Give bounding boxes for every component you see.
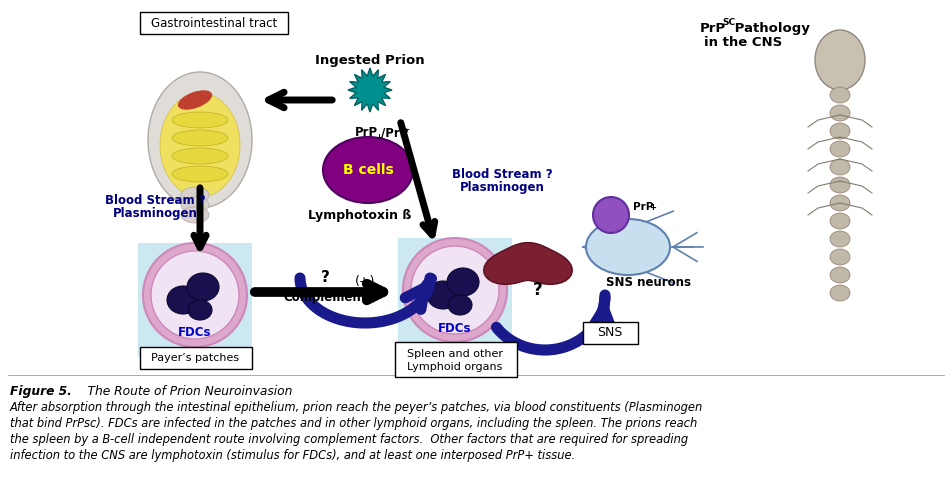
Ellipse shape — [181, 207, 209, 223]
Text: +: + — [375, 133, 382, 142]
Ellipse shape — [187, 273, 219, 301]
Ellipse shape — [148, 72, 252, 208]
Text: Payer’s patches: Payer’s patches — [151, 353, 239, 363]
Text: (+): (+) — [355, 274, 375, 288]
Ellipse shape — [188, 300, 212, 320]
Ellipse shape — [586, 219, 670, 275]
Text: +: + — [649, 203, 656, 212]
Text: the spleen by a B-cell independent route involving complement factors.  Other fa: the spleen by a B-cell independent route… — [10, 433, 688, 446]
Text: Plasminogen: Plasminogen — [460, 182, 545, 194]
Bar — [138, 243, 252, 357]
Text: Ingested Prion: Ingested Prion — [315, 54, 425, 66]
Ellipse shape — [403, 238, 507, 342]
Text: SNS neurons: SNS neurons — [605, 275, 690, 289]
Text: Spleen and other: Spleen and other — [407, 349, 503, 359]
Ellipse shape — [830, 141, 850, 157]
Text: Gastrointestinal tract: Gastrointestinal tract — [150, 17, 277, 29]
Ellipse shape — [815, 30, 865, 90]
Bar — [395, 342, 517, 377]
Ellipse shape — [448, 295, 472, 315]
Ellipse shape — [830, 267, 850, 283]
Text: Lymphoid organs: Lymphoid organs — [407, 362, 503, 372]
Text: PrP: PrP — [633, 202, 653, 212]
Ellipse shape — [160, 93, 240, 197]
Ellipse shape — [181, 187, 209, 203]
Text: SC: SC — [722, 18, 735, 27]
Text: that bind PrPsc). FDCs are infected in the patches and in other lymphoid organs,: that bind PrPsc). FDCs are infected in t… — [10, 417, 697, 430]
Ellipse shape — [411, 246, 499, 334]
Ellipse shape — [172, 166, 228, 182]
Text: ⁻: ⁻ — [403, 127, 409, 139]
Text: Pathology: Pathology — [730, 22, 810, 35]
Ellipse shape — [593, 197, 629, 233]
Text: /PrP: /PrP — [381, 127, 408, 139]
Ellipse shape — [830, 195, 850, 211]
Text: Complement: Complement — [284, 291, 367, 303]
Text: ?: ? — [533, 281, 543, 299]
Ellipse shape — [172, 148, 228, 164]
Ellipse shape — [178, 90, 212, 109]
Ellipse shape — [830, 123, 850, 139]
Ellipse shape — [830, 87, 850, 103]
Ellipse shape — [830, 177, 850, 193]
Text: Blood Stream ?: Blood Stream ? — [105, 193, 206, 207]
Polygon shape — [348, 68, 392, 112]
Ellipse shape — [181, 197, 209, 213]
Polygon shape — [484, 243, 572, 284]
Text: B cells: B cells — [343, 163, 393, 177]
Text: FDCs: FDCs — [178, 327, 211, 339]
Ellipse shape — [830, 159, 850, 175]
Text: The Route of Prion Neuroinvasion: The Route of Prion Neuroinvasion — [72, 385, 292, 398]
Ellipse shape — [167, 286, 199, 314]
Bar — [583, 322, 638, 344]
Text: Lymphotoxin ß: Lymphotoxin ß — [308, 209, 411, 221]
Ellipse shape — [447, 268, 479, 296]
Ellipse shape — [830, 285, 850, 301]
Bar — [140, 347, 252, 369]
Text: Plasminogen: Plasminogen — [112, 207, 197, 219]
Text: ?: ? — [321, 271, 329, 285]
Text: Figure 5.: Figure 5. — [10, 385, 71, 398]
Bar — [140, 12, 288, 34]
Text: Blood Stream ?: Blood Stream ? — [451, 168, 552, 182]
Ellipse shape — [427, 281, 459, 309]
Text: PrP: PrP — [700, 22, 726, 35]
Text: FDCs: FDCs — [438, 322, 472, 334]
Text: After absorption through the intestinal epithelium, prion reach the peyer’s patc: After absorption through the intestinal … — [10, 401, 704, 414]
Ellipse shape — [830, 249, 850, 265]
Text: PrP: PrP — [355, 127, 378, 139]
Ellipse shape — [830, 213, 850, 229]
Ellipse shape — [323, 137, 413, 203]
Ellipse shape — [830, 231, 850, 247]
Bar — [398, 238, 512, 352]
Ellipse shape — [143, 243, 247, 347]
Ellipse shape — [830, 105, 850, 121]
Ellipse shape — [172, 130, 228, 146]
Ellipse shape — [172, 112, 228, 128]
Ellipse shape — [151, 251, 239, 339]
Text: SNS: SNS — [597, 327, 623, 339]
Text: in the CNS: in the CNS — [704, 36, 783, 49]
Text: infection to the CNS are lymphotoxin (stimulus for FDCs), and at least one inter: infection to the CNS are lymphotoxin (st… — [10, 449, 575, 462]
